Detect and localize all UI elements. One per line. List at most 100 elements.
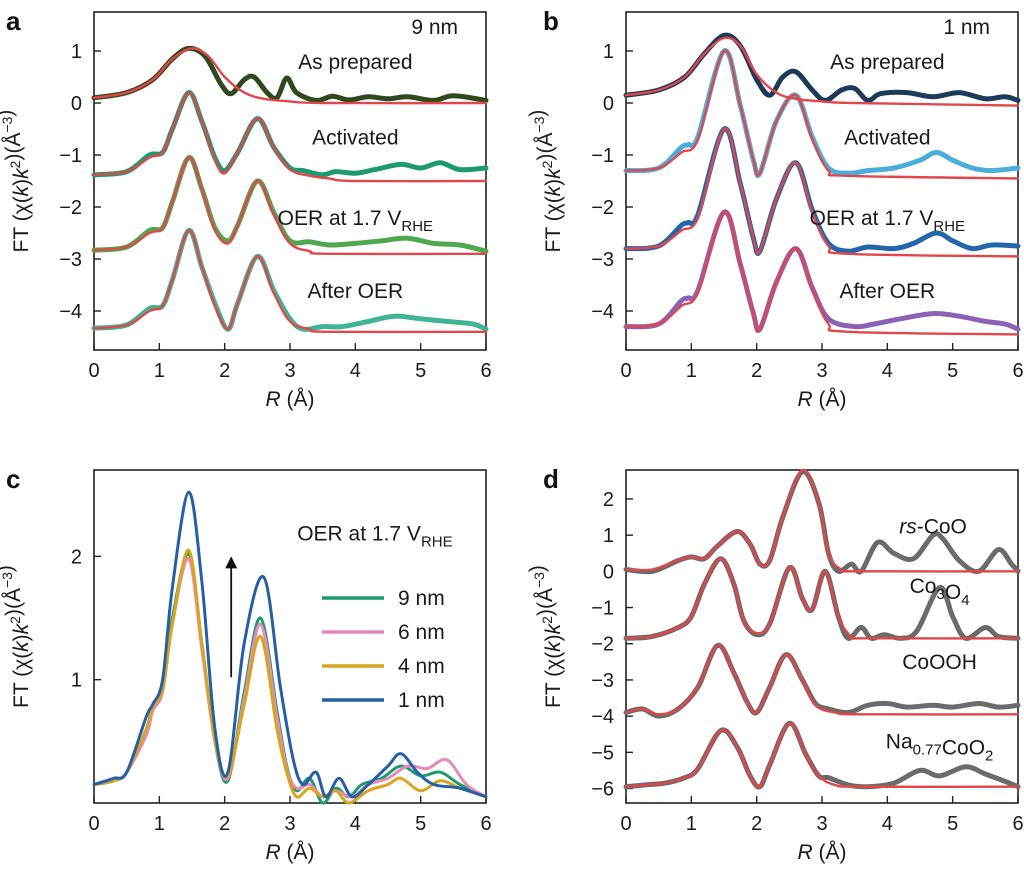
x-tick-label: 1 [686, 360, 697, 382]
x-tick-label: 5 [947, 360, 958, 382]
size-label: 9 nm [411, 16, 458, 39]
x-tick-label: 6 [480, 813, 491, 835]
legend-label: 1 nm [398, 689, 445, 712]
x-tick-label: 0 [88, 813, 99, 835]
size-label: 1 nm [943, 16, 990, 39]
x-tick-label: 0 [620, 813, 631, 835]
y-axis-label: FT (χ(k)k2)(Å−3) [0, 110, 33, 253]
y-tick-label: 0 [603, 93, 614, 115]
curve-label-1: Co3O4 [910, 575, 970, 609]
curve-label-2: OER at 1.7 VRHE [810, 207, 965, 235]
fit-rs-coo-fit [624, 468, 1020, 573]
x-tick-label: 1 [686, 813, 697, 835]
legend-label: 4 nm [398, 655, 445, 678]
x-axis-label: R (Å) [266, 388, 315, 411]
y-tick-label: 0 [71, 93, 82, 115]
y-tick-label: 2 [71, 546, 82, 568]
fit-activated-fit [624, 49, 1020, 180]
x-tick-label: 5 [415, 813, 426, 835]
panel-letter-a: a [6, 6, 21, 36]
panel-letter-b: b [543, 6, 559, 36]
panel-a: a 0 1 2 3 4 5 6 −4 −3 −2 −1 0 1 FT (χ(k)k2)(Å−3) R (Å) 9… [0, 6, 492, 411]
x-tick-label: 4 [350, 813, 361, 835]
panel-title: OER at 1.7 VRHE [297, 522, 452, 550]
series-after-oer [91, 227, 489, 332]
x-tick-label: 3 [816, 813, 827, 835]
fit-co3o4-fit [624, 557, 1020, 640]
panel-letter-c: c [6, 464, 20, 494]
x-axis-label: R (Å) [798, 388, 847, 411]
y-tick-label: −5 [591, 742, 614, 764]
fit-as-prepared-fit [92, 47, 488, 105]
curve-label-0: As prepared [298, 51, 412, 74]
y-tick-label: 1 [71, 41, 82, 63]
curve-label-1: Activated [312, 127, 398, 150]
panel-d: d 0 1 2 3 4 5 6 −6 −5 −4 −3 −2 −1 0 1 2 FT (χ(k)k2)(Å−3) R… [526, 464, 1024, 864]
y-tick-label: −3 [59, 249, 82, 271]
x-tick-label: 1 [154, 360, 165, 382]
y-tick-label: −3 [591, 249, 614, 271]
curve-label-2: OER at 1.7 VRHE [278, 207, 433, 235]
y-tick-label: 1 [603, 41, 614, 63]
y-tick-label: −3 [591, 670, 614, 692]
fit-activated-fit [92, 91, 488, 183]
fit-after-oer-fit [624, 210, 1020, 336]
series-oer-at-1-7-v-rhe [91, 155, 489, 254]
y-tick-label: −1 [59, 145, 82, 167]
y-tick-label: −4 [591, 301, 614, 323]
series-activated [623, 48, 1021, 178]
curve-label-0: rs-CoO [899, 515, 967, 538]
x-tick-label: 3 [284, 813, 295, 835]
y-tick-label: 1 [71, 670, 82, 692]
x-tick-label: 1 [154, 813, 165, 835]
y-tick-label: 2 [603, 489, 614, 511]
fit-oer-fit [92, 156, 488, 256]
curve-label-3: Na0.77CoO2 [886, 731, 994, 765]
trend-arrow-head [225, 556, 238, 569]
curve-label-3: After OER [839, 280, 935, 303]
x-tick-label: 2 [751, 813, 762, 835]
curve-label-1: Activated [844, 127, 930, 150]
x-tick-label: 2 [219, 360, 230, 382]
x-tick-label: 6 [480, 360, 491, 382]
x-tick-label: 6 [1012, 813, 1023, 835]
x-axis-label: R (Å) [266, 841, 315, 864]
curve-label-2: CoOOH [902, 651, 977, 674]
y-axis-label: FT (χ(k)k2)(Å−3) [0, 565, 33, 708]
y-tick-label: −4 [59, 301, 82, 323]
y-tick-label: −1 [591, 598, 614, 620]
fit-after-oer-fit [92, 229, 488, 334]
x-tick-label: 3 [816, 360, 827, 382]
y-tick-label: −4 [591, 706, 614, 728]
y-tick-label: −1 [591, 145, 614, 167]
x-tick-label: 0 [620, 360, 631, 382]
x-axis-label: R (Å) [798, 841, 847, 864]
x-tick-label: 4 [882, 813, 893, 835]
fit-as-prepared-fit [624, 36, 1020, 107]
x-tick-label: 5 [947, 813, 958, 835]
fit-oer-fit [624, 127, 1020, 258]
legend-label: 9 nm [398, 587, 445, 610]
legend-label: 6 nm [398, 621, 445, 644]
series-6-nm [92, 557, 488, 799]
y-tick-label: −6 [591, 779, 614, 801]
series-1-nm [92, 490, 488, 799]
x-tick-label: 6 [1012, 360, 1023, 382]
series-as-prepared [91, 45, 489, 103]
panel-b: b 0 1 2 3 4 5 6 −4 −3 −2 −1 0 1 FT (χ(k)k2)(Å−3) R (Å) 1… [526, 6, 1024, 411]
y-tick-label: −2 [591, 634, 614, 656]
series-activated [91, 90, 489, 178]
x-tick-label: 3 [284, 360, 295, 382]
x-tick-label: 2 [751, 360, 762, 382]
x-tick-label: 2 [219, 813, 230, 835]
panel-letter-d: d [543, 464, 559, 494]
y-tick-label: −2 [591, 197, 614, 219]
x-tick-label: 4 [882, 360, 893, 382]
y-tick-label: 1 [603, 525, 614, 547]
x-tick-label: 4 [350, 360, 361, 382]
fit-coooh-fit [624, 644, 1020, 716]
series-as-prepared [623, 32, 1021, 103]
curve-label-0: As prepared [830, 51, 944, 74]
y-axis-label: FT (χ(k)k2)(Å−3) [526, 565, 565, 708]
